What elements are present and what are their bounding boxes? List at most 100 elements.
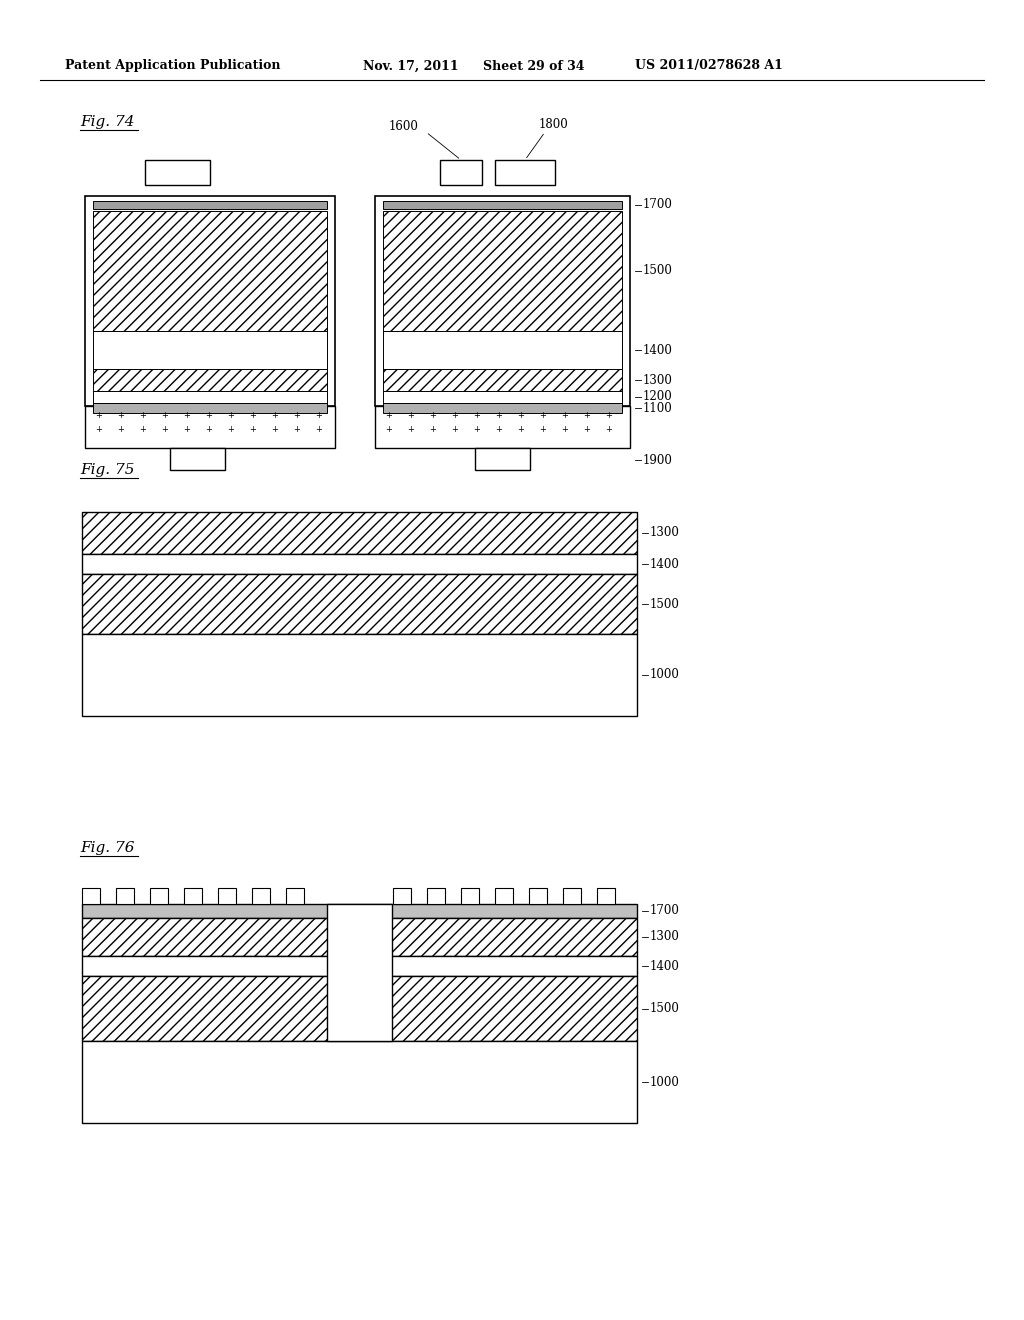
Text: +: +: [584, 412, 591, 421]
Text: +: +: [473, 412, 480, 421]
Text: +: +: [315, 412, 323, 421]
Text: +: +: [183, 425, 190, 434]
Bar: [145, 160, 210, 185]
Bar: [383, 201, 622, 209]
Text: +: +: [315, 425, 323, 434]
Text: 1500: 1500: [650, 1002, 680, 1015]
Text: US 2011/0278628 A1: US 2011/0278628 A1: [635, 59, 783, 73]
Text: +: +: [540, 425, 547, 434]
Bar: [252, 888, 270, 904]
Text: +: +: [294, 425, 300, 434]
Bar: [327, 904, 392, 1041]
Bar: [383, 403, 622, 413]
Text: +: +: [139, 425, 146, 434]
Bar: [116, 888, 134, 904]
Text: +: +: [584, 425, 591, 434]
Text: 1300: 1300: [643, 374, 673, 387]
Text: Patent Application Publication: Patent Application Publication: [65, 59, 281, 73]
Bar: [170, 447, 225, 470]
Bar: [563, 888, 581, 904]
Text: +: +: [294, 412, 300, 421]
Text: +: +: [139, 412, 146, 421]
Bar: [495, 160, 555, 185]
Text: 1300: 1300: [650, 931, 680, 944]
Bar: [93, 331, 327, 370]
Text: 1200: 1200: [643, 391, 673, 404]
Bar: [82, 634, 637, 715]
Text: +: +: [473, 425, 480, 434]
Text: 1000: 1000: [650, 668, 680, 681]
Text: +: +: [250, 412, 256, 421]
Bar: [82, 888, 100, 904]
Bar: [218, 888, 236, 904]
Bar: [82, 975, 637, 1041]
Bar: [184, 888, 202, 904]
Text: Fig. 75: Fig. 75: [80, 463, 134, 477]
Text: 1700: 1700: [650, 904, 680, 917]
Bar: [82, 1041, 637, 1123]
Bar: [461, 888, 479, 904]
Text: +: +: [452, 425, 459, 434]
Bar: [375, 195, 630, 407]
Bar: [383, 370, 622, 391]
Text: +: +: [561, 412, 568, 421]
Text: +: +: [429, 425, 436, 434]
Text: +: +: [206, 412, 212, 421]
Text: +: +: [408, 412, 415, 421]
Text: 1300: 1300: [650, 527, 680, 540]
Bar: [82, 917, 637, 956]
Text: +: +: [227, 412, 234, 421]
Text: +: +: [605, 425, 612, 434]
Text: +: +: [429, 412, 436, 421]
Text: Sheet 29 of 34: Sheet 29 of 34: [483, 59, 585, 73]
Text: 1400: 1400: [643, 343, 673, 356]
Text: +: +: [271, 412, 279, 421]
Text: 1500: 1500: [643, 264, 673, 277]
Text: +: +: [206, 425, 212, 434]
Text: +: +: [561, 425, 568, 434]
Bar: [529, 888, 547, 904]
Bar: [475, 447, 530, 470]
Bar: [85, 407, 335, 447]
Bar: [495, 888, 513, 904]
Bar: [597, 888, 615, 904]
Bar: [82, 554, 637, 574]
Text: +: +: [162, 425, 168, 434]
Text: +: +: [162, 412, 168, 421]
Bar: [427, 888, 445, 904]
Text: +: +: [452, 412, 459, 421]
Text: 1400: 1400: [650, 557, 680, 570]
Bar: [375, 407, 630, 447]
Text: +: +: [605, 412, 612, 421]
Bar: [93, 403, 327, 413]
Text: +: +: [250, 425, 256, 434]
Text: +: +: [118, 412, 125, 421]
Bar: [393, 888, 411, 904]
Text: 1900: 1900: [643, 454, 673, 466]
Text: Fig. 74: Fig. 74: [80, 115, 134, 129]
Text: +: +: [95, 412, 102, 421]
Bar: [93, 211, 327, 331]
Bar: [440, 160, 482, 185]
Text: +: +: [540, 412, 547, 421]
Text: 1600: 1600: [389, 120, 419, 133]
Bar: [93, 201, 327, 209]
Bar: [93, 391, 327, 403]
Bar: [93, 370, 327, 391]
Bar: [82, 956, 637, 975]
Bar: [82, 512, 637, 554]
Text: Fig. 76: Fig. 76: [80, 841, 134, 855]
Text: Nov. 17, 2011: Nov. 17, 2011: [362, 59, 459, 73]
Bar: [383, 391, 622, 403]
Text: 1500: 1500: [650, 598, 680, 610]
Bar: [85, 195, 335, 407]
Text: +: +: [227, 425, 234, 434]
Text: +: +: [517, 412, 524, 421]
Bar: [82, 904, 637, 917]
Text: +: +: [496, 412, 503, 421]
Text: +: +: [386, 412, 392, 421]
Text: +: +: [517, 425, 524, 434]
Text: 1700: 1700: [643, 198, 673, 211]
Text: +: +: [95, 425, 102, 434]
Text: 1100: 1100: [643, 401, 673, 414]
